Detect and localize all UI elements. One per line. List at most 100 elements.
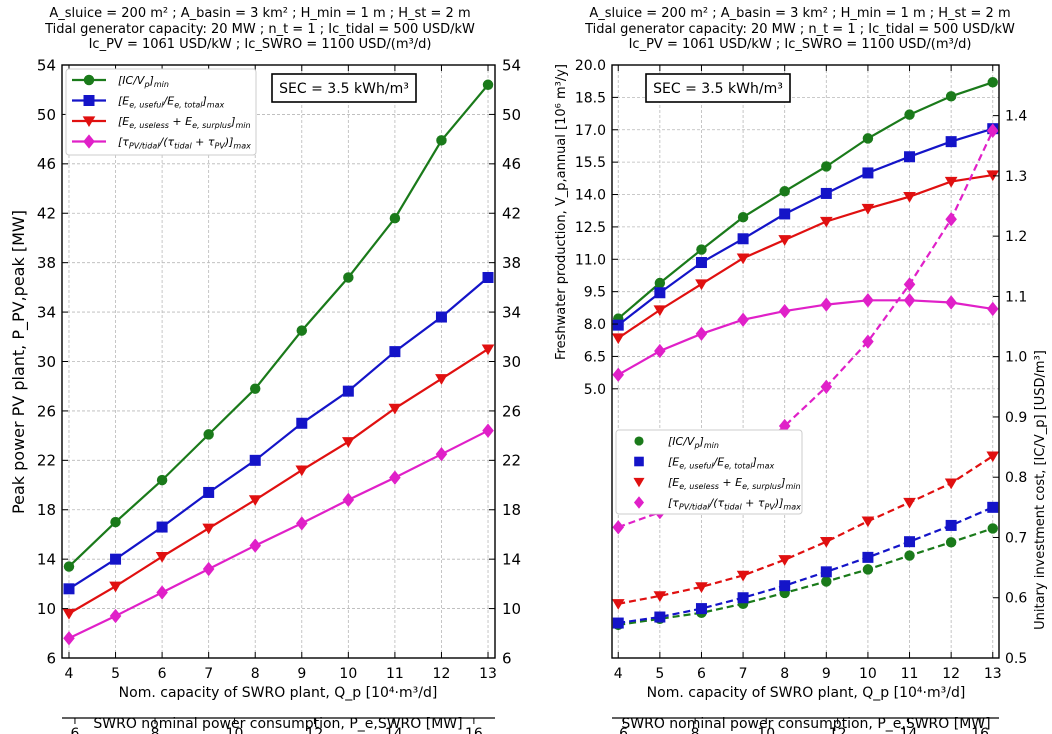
data-point-max_tau <box>342 492 355 508</box>
series-line-min_ic-dashed <box>618 527 994 626</box>
data-point-min_ic <box>904 550 915 561</box>
y2-tick-label: 0.6 <box>1005 591 1027 607</box>
data-point-max_tau <box>63 631 75 646</box>
data-point-max_useful <box>987 501 999 513</box>
data-point-min_useless <box>986 451 1000 463</box>
legend-marker-min_ic <box>634 436 644 446</box>
right-sec-box: SEC = 3.5 kWh/m³ <box>645 73 791 103</box>
y-tick-label: 12.5 <box>575 220 606 236</box>
data-point-min_ic <box>156 474 168 486</box>
x-tick-label: 9 <box>822 666 831 682</box>
data-point-min_useless <box>481 344 495 356</box>
data-point-max_useful <box>695 257 707 269</box>
data-point-max_useful <box>779 208 791 220</box>
secondary-x-tick-label: 16 <box>971 726 989 734</box>
data-point-max_useful <box>612 617 624 629</box>
data-point-max_tau <box>109 608 122 624</box>
right-x-tick-labels: 4 5 6 7 8 9 10 11 12 13 <box>614 666 1002 682</box>
left-header-line-3: Ic_PV = 1061 USD/kW ; Ic_SWRO = 1100 USD… <box>88 37 432 52</box>
y2-tick-label: 1.0 <box>1005 350 1027 366</box>
y-tick-label: 11.0 <box>575 252 606 268</box>
right-y-axis-title: Freshwater production, V_p,annual [10⁶ m… <box>554 64 569 360</box>
data-point-min_ic <box>389 212 401 224</box>
left-x-axis-title: Nom. capacity of SWRO plant, Q_p [10⁴·m³… <box>119 685 438 701</box>
y-tick-label: 54 <box>37 56 56 74</box>
data-point-min_ic <box>63 561 75 572</box>
series-line-max_tau <box>68 429 489 640</box>
legend-marker-min_ic <box>83 74 95 86</box>
data-point-max_tau <box>202 561 215 577</box>
data-point-min_useless <box>736 253 750 265</box>
data-point-min_ic <box>203 429 214 440</box>
right-y-tick-label: 38 <box>502 254 521 272</box>
legend-marker-max_tau <box>83 134 95 149</box>
right-secondary-x-axis-title: SWRO nominal power consumption, P_e,SWRO… <box>621 716 990 732</box>
right-secondary-x-ticks: 6 8 10 12 14 16 <box>619 718 989 734</box>
series-line-min_ic <box>617 81 994 320</box>
y-tick-label: 6.5 <box>584 349 606 365</box>
data-point-min_ic <box>987 523 998 534</box>
x-tick-label: 6 <box>158 666 167 682</box>
right-chart-panel: 4 5 6 7 8 9 10 11 12 13 5.0 6.5 8.0 9.5 11.0 12.5 14.0 1… <box>554 58 1048 734</box>
secondary-x-tick-label: 6 <box>619 726 628 734</box>
data-point-min_useless <box>944 478 958 490</box>
left-x-tick-labels: 4 5 6 7 8 9 10 11 12 13 <box>65 666 497 682</box>
left-sec-box: SEC = 3.5 kWh/m³ <box>271 73 417 103</box>
right-y-tick-label: 30 <box>502 353 521 371</box>
left-series-markers <box>62 79 495 646</box>
series-line-min_useless-dashed <box>617 455 994 605</box>
right-y-tick-label: 10 <box>502 600 521 618</box>
left-series-lines <box>68 84 489 640</box>
right-y-tick-label: 42 <box>502 205 521 223</box>
right-series-markers <box>611 77 1000 631</box>
data-point-min_useless <box>248 495 262 506</box>
data-point-max_tau <box>737 312 749 327</box>
data-point-min_useless <box>653 305 667 317</box>
x-tick-label: 7 <box>739 666 748 682</box>
secondary-x-tick-label: 10 <box>226 726 244 734</box>
x-tick-label: 12 <box>433 666 451 682</box>
data-point-max_useful <box>296 417 308 429</box>
left-header-line-2: Tidal generator capacity: 20 MW ; n_t = … <box>45 21 475 37</box>
data-point-max_useful <box>156 521 168 533</box>
x-tick-label: 11 <box>386 666 404 682</box>
y-tick-label: 18.5 <box>575 90 606 106</box>
data-point-max_useful <box>654 611 666 623</box>
data-point-max_tau <box>612 367 625 382</box>
legend-label: [τPV/tidal/(τtidal + τPV)]max <box>118 136 251 151</box>
y-tick-label: 10 <box>37 600 56 618</box>
y-tick-label: 42 <box>37 205 56 223</box>
data-point-min_useless <box>819 216 833 228</box>
data-point-max_tau <box>296 516 308 531</box>
right-sec-label: SEC = 3.5 kWh/m³ <box>653 81 783 97</box>
data-point-min_useless <box>736 570 750 582</box>
x-tick-label: 13 <box>984 666 1002 682</box>
series-line-max_useful <box>617 127 994 326</box>
x-tick-label: 13 <box>479 666 497 682</box>
data-point-max_useful <box>904 151 916 163</box>
data-point-min_ic <box>904 109 915 120</box>
right-y-tick-label: 54 <box>502 56 521 74</box>
series-line-max_useful <box>68 276 489 590</box>
y2-tick-label: 1.2 <box>1005 229 1027 245</box>
data-point-min_useless <box>202 523 215 535</box>
data-point-min_ic <box>987 77 998 88</box>
right-y-tick-label: 18 <box>502 501 521 519</box>
right-y-tick-label: 46 <box>502 155 521 173</box>
data-point-max_tau <box>249 538 261 553</box>
data-point-max_tau <box>820 379 833 394</box>
data-point-min_useless <box>903 192 916 203</box>
secondary-x-tick-label: 16 <box>465 726 483 734</box>
data-point-max_useful <box>945 136 957 148</box>
x-tick-label: 9 <box>297 666 306 682</box>
secondary-x-tick-label: 14 <box>900 726 918 734</box>
data-point-min_useless <box>155 552 169 563</box>
y-tick-label: 30 <box>37 353 56 371</box>
series-line-max_tau <box>617 299 993 376</box>
series-line-min_useless <box>68 348 489 615</box>
data-point-max_useful <box>342 385 354 397</box>
data-point-max_useful <box>482 271 494 283</box>
data-point-max_useful <box>63 583 75 595</box>
left-header-line-1: A_sluice = 200 m² ; A_basin = 3 km² ; H_… <box>49 6 471 21</box>
